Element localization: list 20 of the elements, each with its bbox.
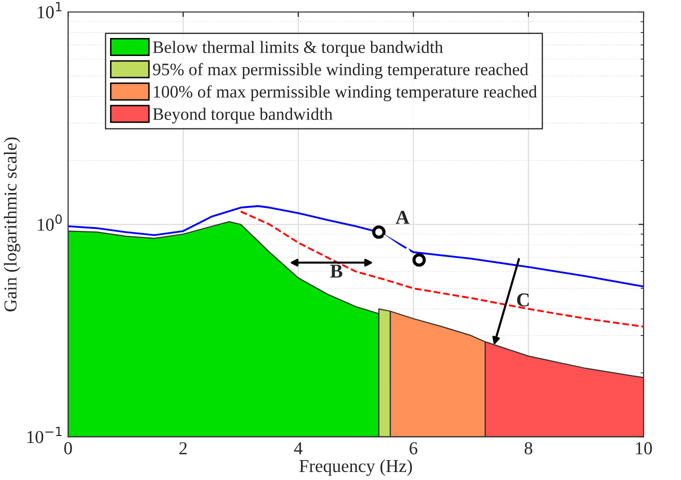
line-series — [240, 210, 644, 328]
annotation: C — [517, 293, 529, 306]
annotation: A — [396, 210, 410, 224]
line-series — [68, 205, 644, 288]
y-tick-label: 10$^{−1}$ — [27, 426, 62, 444]
y-tick-label: 10$^{1}$ — [38, 2, 62, 18]
legend-label: 100% of max permissible winding temperature reached — [154, 85, 537, 102]
x-tick-label: 0 — [64, 442, 72, 454]
x-tick-label: 8 — [524, 442, 532, 454]
y-tick-label: 10$^{0}$ — [38, 214, 62, 231]
annotation: B — [330, 264, 342, 278]
x-tick-label: 6 — [410, 442, 418, 454]
legend-label: 95% of max permissible winding temperature reached — [152, 62, 528, 79]
y-axis-title: Gain (logarithmic scale) — [4, 137, 20, 312]
x-tick-label: 4 — [294, 442, 303, 454]
legend-label: Below thermal limits & torque bandwidth — [152, 40, 443, 57]
legend-label: Beyond torque bandwidth — [152, 108, 333, 124]
x-axis-title: Frequency (Hz) — [299, 459, 412, 476]
x-tick-label: 10 — [636, 442, 652, 454]
x-tick-label: 2 — [179, 442, 187, 454]
